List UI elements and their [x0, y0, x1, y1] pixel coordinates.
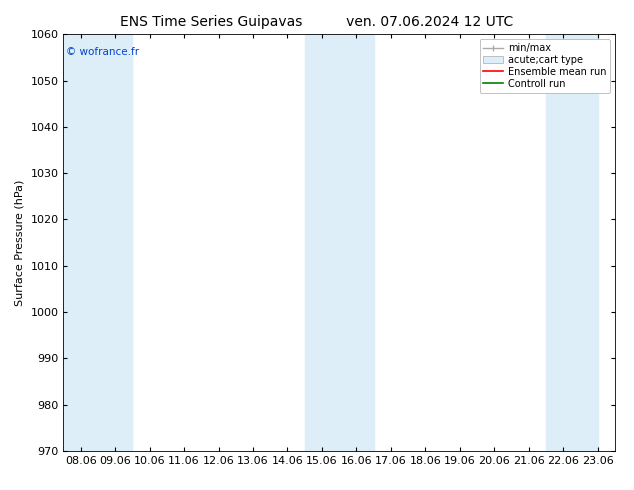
Text: © wofrance.fr: © wofrance.fr [66, 47, 139, 57]
Bar [546, 34, 598, 451]
Bar [63, 34, 133, 451]
Bar [305, 34, 373, 451]
Legend: min/max, acute;cart type, Ensemble mean run, Controll run: min/max, acute;cart type, Ensemble mean … [479, 39, 610, 93]
Text: ENS Time Series Guipavas          ven. 07.06.2024 12 UTC: ENS Time Series Guipavas ven. 07.06.2024… [120, 15, 514, 29]
Y-axis label: Surface Pressure (hPa): Surface Pressure (hPa) [15, 179, 25, 306]
